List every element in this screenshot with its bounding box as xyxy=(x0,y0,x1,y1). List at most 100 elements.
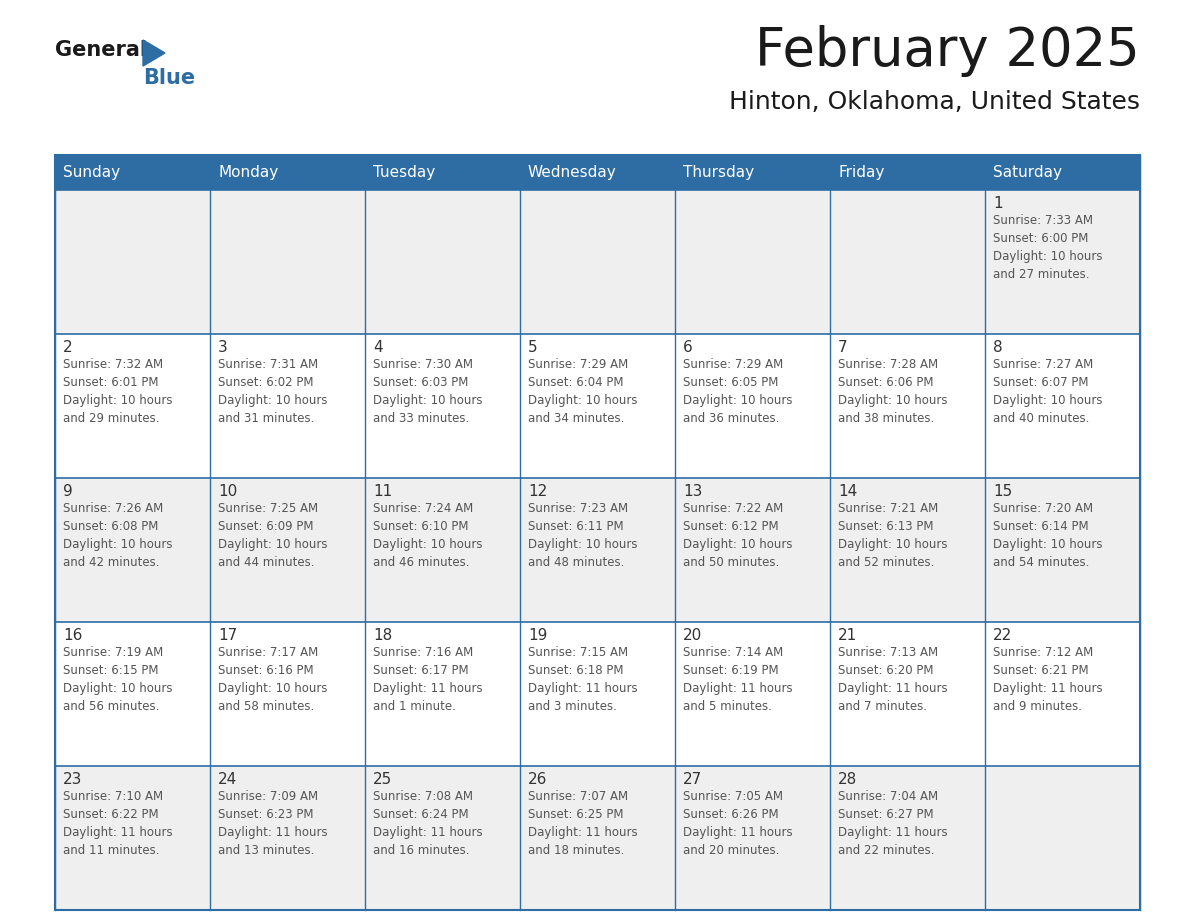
Text: Sunday: Sunday xyxy=(63,165,120,180)
Text: Sunrise: 7:32 AM: Sunrise: 7:32 AM xyxy=(63,358,163,371)
Text: 2: 2 xyxy=(63,340,72,355)
Text: 19: 19 xyxy=(527,628,548,643)
Text: and 5 minutes.: and 5 minutes. xyxy=(683,700,772,713)
Text: Sunset: 6:00 PM: Sunset: 6:00 PM xyxy=(993,232,1088,245)
Text: 9: 9 xyxy=(63,484,72,499)
Bar xyxy=(210,190,365,334)
Bar xyxy=(55,334,210,478)
Bar xyxy=(365,766,520,910)
Text: Sunrise: 7:17 AM: Sunrise: 7:17 AM xyxy=(219,646,318,659)
Text: Monday: Monday xyxy=(219,165,278,180)
Text: Sunrise: 7:04 AM: Sunrise: 7:04 AM xyxy=(838,790,939,803)
Text: and 9 minutes.: and 9 minutes. xyxy=(993,700,1082,713)
Bar xyxy=(830,334,985,478)
Bar xyxy=(985,766,1140,910)
Bar xyxy=(675,622,830,766)
Text: Daylight: 10 hours: Daylight: 10 hours xyxy=(219,538,328,551)
Text: Daylight: 10 hours: Daylight: 10 hours xyxy=(373,538,482,551)
Text: and 1 minute.: and 1 minute. xyxy=(373,700,456,713)
Text: 12: 12 xyxy=(527,484,548,499)
Text: 18: 18 xyxy=(373,628,392,643)
Text: and 13 minutes.: and 13 minutes. xyxy=(219,844,315,857)
Bar xyxy=(365,622,520,766)
Text: and 27 minutes.: and 27 minutes. xyxy=(993,268,1089,281)
Text: and 22 minutes.: and 22 minutes. xyxy=(838,844,935,857)
Text: Sunset: 6:14 PM: Sunset: 6:14 PM xyxy=(993,520,1088,533)
Text: and 3 minutes.: and 3 minutes. xyxy=(527,700,617,713)
Bar xyxy=(365,190,520,334)
Text: Sunrise: 7:16 AM: Sunrise: 7:16 AM xyxy=(373,646,473,659)
Text: Sunrise: 7:29 AM: Sunrise: 7:29 AM xyxy=(527,358,628,371)
Text: and 38 minutes.: and 38 minutes. xyxy=(838,412,934,425)
Text: Daylight: 10 hours: Daylight: 10 hours xyxy=(993,538,1102,551)
Text: Sunrise: 7:07 AM: Sunrise: 7:07 AM xyxy=(527,790,628,803)
Bar xyxy=(985,622,1140,766)
Text: 10: 10 xyxy=(219,484,238,499)
Text: Sunset: 6:18 PM: Sunset: 6:18 PM xyxy=(527,664,624,677)
Bar xyxy=(520,334,675,478)
Text: Daylight: 11 hours: Daylight: 11 hours xyxy=(373,826,482,839)
Text: and 33 minutes.: and 33 minutes. xyxy=(373,412,469,425)
Text: Sunrise: 7:30 AM: Sunrise: 7:30 AM xyxy=(373,358,473,371)
Text: Sunset: 6:13 PM: Sunset: 6:13 PM xyxy=(838,520,934,533)
Text: 16: 16 xyxy=(63,628,82,643)
Text: Daylight: 10 hours: Daylight: 10 hours xyxy=(219,682,328,695)
Text: Daylight: 10 hours: Daylight: 10 hours xyxy=(63,682,172,695)
Text: and 56 minutes.: and 56 minutes. xyxy=(63,700,159,713)
Text: 1: 1 xyxy=(993,196,1003,211)
Text: Sunset: 6:03 PM: Sunset: 6:03 PM xyxy=(373,376,468,389)
Text: Sunset: 6:25 PM: Sunset: 6:25 PM xyxy=(527,808,624,821)
Text: 26: 26 xyxy=(527,772,548,787)
Text: Sunrise: 7:14 AM: Sunrise: 7:14 AM xyxy=(683,646,783,659)
Bar xyxy=(830,155,985,190)
Text: Sunset: 6:22 PM: Sunset: 6:22 PM xyxy=(63,808,159,821)
Text: Sunset: 6:11 PM: Sunset: 6:11 PM xyxy=(527,520,624,533)
Text: Sunrise: 7:24 AM: Sunrise: 7:24 AM xyxy=(373,502,473,515)
Text: Sunrise: 7:20 AM: Sunrise: 7:20 AM xyxy=(993,502,1093,515)
Bar xyxy=(985,155,1140,190)
Text: Daylight: 11 hours: Daylight: 11 hours xyxy=(838,826,948,839)
Text: 14: 14 xyxy=(838,484,858,499)
Bar xyxy=(520,190,675,334)
Bar xyxy=(55,155,1140,910)
Bar xyxy=(520,622,675,766)
Text: and 20 minutes.: and 20 minutes. xyxy=(683,844,779,857)
Text: Blue: Blue xyxy=(143,68,195,88)
Bar xyxy=(365,478,520,622)
Text: 7: 7 xyxy=(838,340,847,355)
Text: and 54 minutes.: and 54 minutes. xyxy=(993,556,1089,569)
Text: Daylight: 11 hours: Daylight: 11 hours xyxy=(683,682,792,695)
Text: Sunset: 6:07 PM: Sunset: 6:07 PM xyxy=(993,376,1088,389)
Text: Sunrise: 7:13 AM: Sunrise: 7:13 AM xyxy=(838,646,939,659)
Text: Sunrise: 7:23 AM: Sunrise: 7:23 AM xyxy=(527,502,628,515)
Text: Sunrise: 7:08 AM: Sunrise: 7:08 AM xyxy=(373,790,473,803)
Bar xyxy=(830,478,985,622)
Text: Daylight: 10 hours: Daylight: 10 hours xyxy=(993,250,1102,263)
Text: and 52 minutes.: and 52 minutes. xyxy=(838,556,935,569)
Text: Daylight: 11 hours: Daylight: 11 hours xyxy=(838,682,948,695)
Text: Sunset: 6:02 PM: Sunset: 6:02 PM xyxy=(219,376,314,389)
Text: Daylight: 10 hours: Daylight: 10 hours xyxy=(63,394,172,407)
Text: 22: 22 xyxy=(993,628,1012,643)
Text: 24: 24 xyxy=(219,772,238,787)
Text: and 18 minutes.: and 18 minutes. xyxy=(527,844,625,857)
Text: Sunrise: 7:05 AM: Sunrise: 7:05 AM xyxy=(683,790,783,803)
Text: Daylight: 10 hours: Daylight: 10 hours xyxy=(683,394,792,407)
Text: Daylight: 11 hours: Daylight: 11 hours xyxy=(527,682,638,695)
Text: Saturday: Saturday xyxy=(993,165,1062,180)
Text: and 36 minutes.: and 36 minutes. xyxy=(683,412,779,425)
Text: Sunrise: 7:25 AM: Sunrise: 7:25 AM xyxy=(219,502,318,515)
Text: Sunrise: 7:12 AM: Sunrise: 7:12 AM xyxy=(993,646,1093,659)
Text: Sunset: 6:16 PM: Sunset: 6:16 PM xyxy=(219,664,314,677)
Text: 20: 20 xyxy=(683,628,702,643)
Text: Daylight: 10 hours: Daylight: 10 hours xyxy=(63,538,172,551)
Text: Sunrise: 7:26 AM: Sunrise: 7:26 AM xyxy=(63,502,163,515)
Bar xyxy=(210,155,365,190)
Text: Daylight: 11 hours: Daylight: 11 hours xyxy=(63,826,172,839)
Text: Sunset: 6:15 PM: Sunset: 6:15 PM xyxy=(63,664,158,677)
Text: Sunset: 6:06 PM: Sunset: 6:06 PM xyxy=(838,376,934,389)
Text: Friday: Friday xyxy=(838,165,884,180)
Text: 5: 5 xyxy=(527,340,538,355)
Text: and 11 minutes.: and 11 minutes. xyxy=(63,844,159,857)
Text: Sunrise: 7:21 AM: Sunrise: 7:21 AM xyxy=(838,502,939,515)
